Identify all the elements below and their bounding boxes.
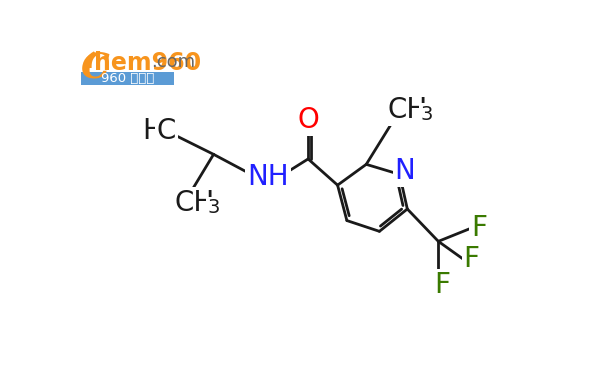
Text: 3: 3 — [420, 105, 433, 124]
Text: F: F — [463, 245, 480, 273]
Text: N: N — [394, 157, 416, 185]
Text: hem960: hem960 — [94, 51, 201, 75]
Text: CH: CH — [174, 189, 214, 217]
Text: ‘: ‘ — [79, 51, 100, 107]
Text: CH: CH — [388, 96, 428, 124]
Text: O: O — [297, 106, 319, 135]
Text: F: F — [471, 214, 488, 242]
Text: 3: 3 — [160, 126, 172, 146]
Text: H: H — [143, 117, 163, 145]
Text: .com: .com — [152, 53, 195, 71]
Text: NH: NH — [247, 164, 289, 192]
Text: 960 化工网: 960 化工网 — [101, 72, 154, 85]
FancyBboxPatch shape — [81, 72, 174, 85]
Text: C: C — [157, 117, 176, 145]
Text: F: F — [434, 271, 450, 299]
Text: 3: 3 — [208, 198, 220, 217]
Text: C: C — [81, 50, 110, 84]
